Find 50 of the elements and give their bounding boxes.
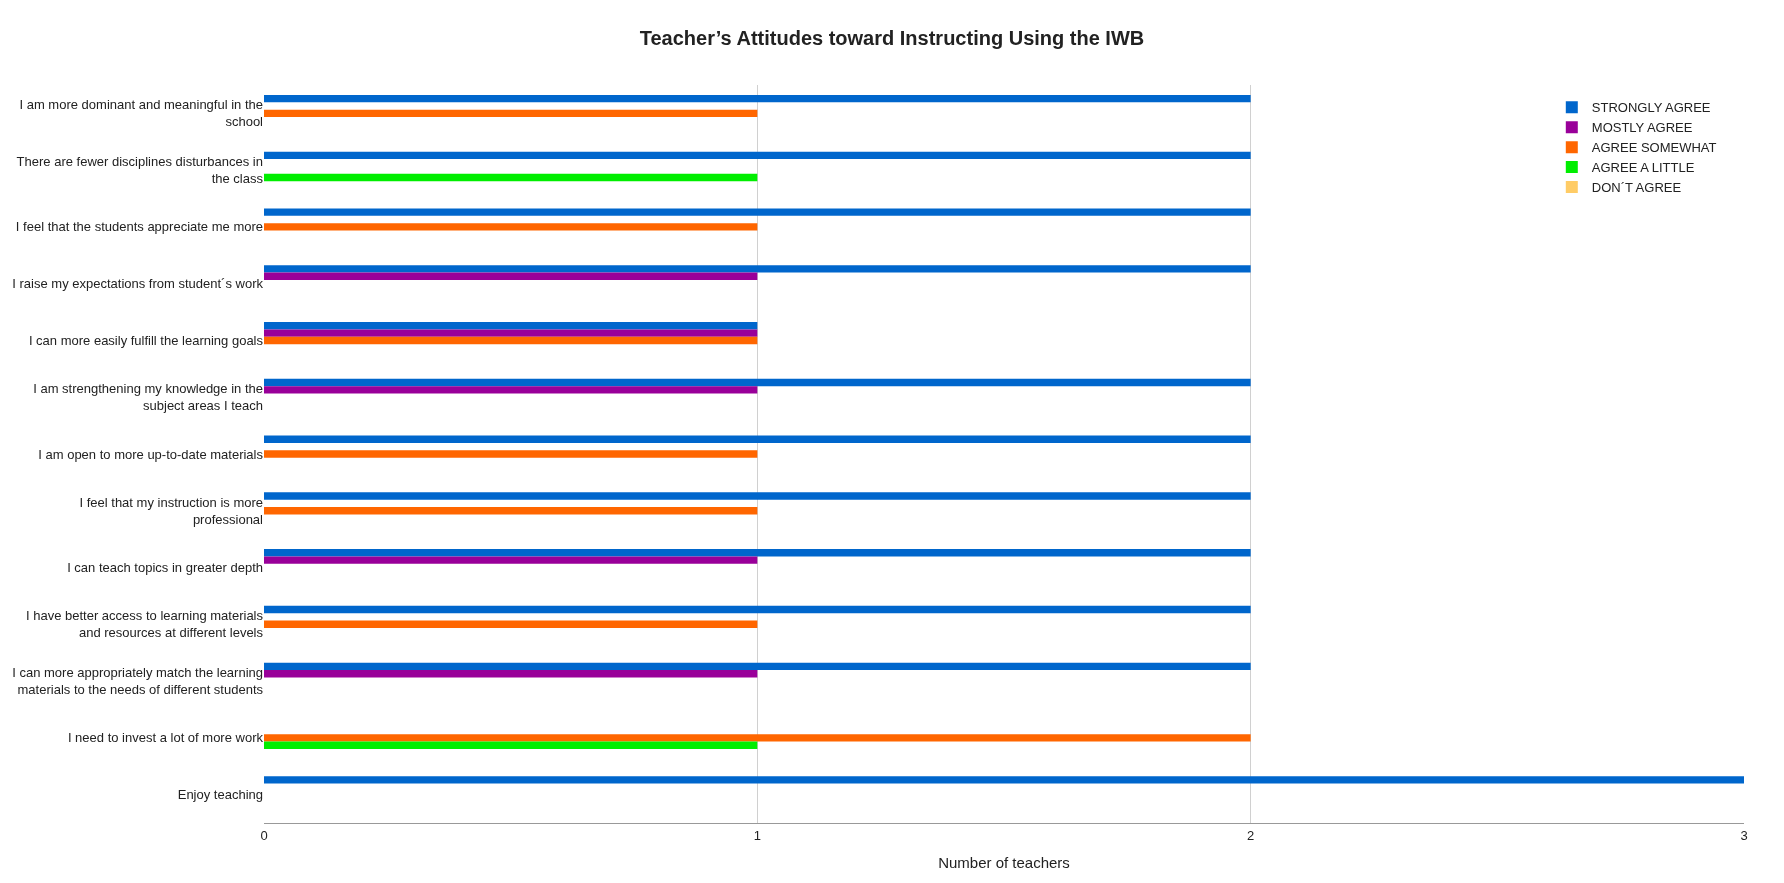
bar	[264, 151, 1251, 160]
y-tick-label: There are fewer disciplines disturbances in the class	[16, 154, 264, 187]
bar	[264, 670, 758, 678]
y-tick-label: I feel that the students appreciate me more	[15, 219, 263, 235]
bar	[264, 94, 1251, 103]
legend-label: AGREE A LITTLE	[1591, 160, 1695, 176]
bar	[264, 329, 758, 337]
y-tick-label: I can teach topics in greater depth	[67, 560, 263, 576]
y-tick-label: I am open to more up-to-date materials	[38, 446, 264, 462]
bar	[264, 208, 1251, 216]
bar	[264, 322, 758, 330]
chart-title: Teacher’s Attitudes toward Instructing Using the IWB	[639, 26, 1145, 49]
bar	[264, 507, 758, 515]
bar	[264, 556, 758, 564]
bar	[264, 265, 1251, 273]
bar	[264, 173, 758, 182]
y-tick-label: I can more appropriately match the learning materials to the needs of different students	[12, 665, 264, 698]
y-tick-label: I need to invest a lot of more work	[67, 730, 264, 746]
bar	[264, 605, 1251, 614]
legend-label: STRONGLY AGREE	[1591, 100, 1711, 116]
bar	[264, 549, 1251, 557]
bar	[264, 109, 758, 118]
y-tick-label: I feel that my instruction is more professional	[79, 494, 264, 527]
bar	[264, 435, 1251, 443]
y-tick-label: I raise my expectations from student´s work	[12, 276, 264, 292]
legend-label: MOSTLY AGREE	[1591, 120, 1693, 136]
x-tick-label: 3	[1740, 827, 1748, 843]
y-tick-label: Enjoy teaching	[177, 787, 263, 803]
x-tick-label: 2	[1247, 827, 1255, 843]
bar	[264, 223, 758, 231]
x-tick-label: 0	[260, 827, 268, 843]
y-tick-label: I can more easily fulfill the learning goals	[28, 333, 264, 349]
y-tick-label: I am strengthening my knowledge in the subject areas I teach	[33, 381, 263, 414]
bar	[264, 272, 758, 280]
legend-label: DON´T AGREE	[1591, 180, 1682, 195]
y-tick-label: I have better access to learning materials and resources at different levels	[25, 608, 264, 641]
bar	[264, 620, 758, 628]
x-axis-title: Number of teachers	[938, 853, 1070, 871]
bar	[264, 492, 1251, 500]
bar	[264, 378, 1251, 387]
bar	[264, 734, 1251, 742]
bar	[264, 336, 758, 345]
x-tick-label: 1	[753, 827, 761, 843]
y-tick-label: I am more dominant and meaningful in the school	[19, 97, 264, 130]
bar	[264, 776, 1744, 784]
legend-label: AGREE SOMEWHAT	[1591, 140, 1717, 156]
bar	[264, 386, 758, 394]
bar	[264, 662, 1251, 671]
bar	[264, 741, 758, 749]
bar	[264, 450, 758, 458]
